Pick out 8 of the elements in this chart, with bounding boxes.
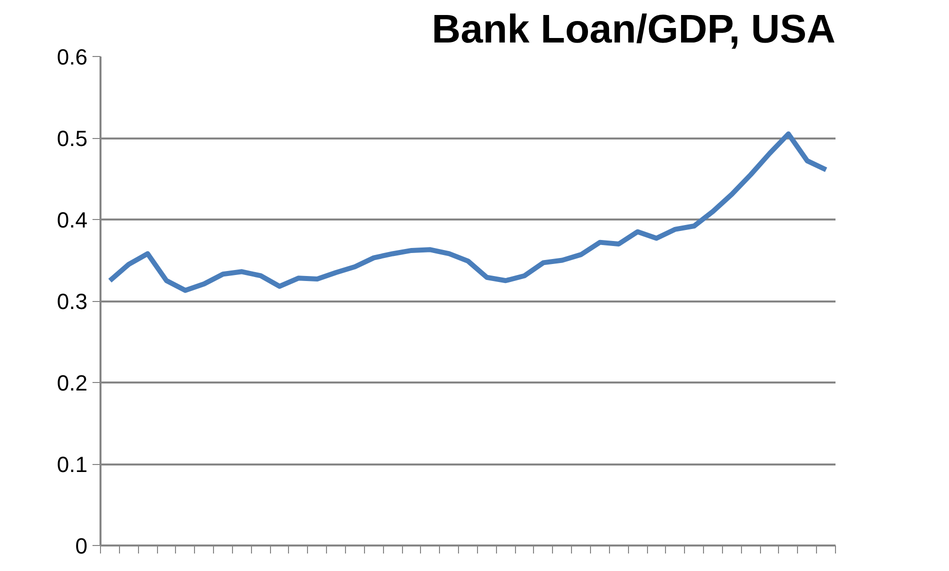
y-tick-label: 0.2 [56, 370, 88, 396]
y-tick-label: 0.3 [56, 289, 88, 314]
y-tick-label: 0.1 [56, 452, 88, 477]
chart-title: Bank Loan/GDP, USA [432, 8, 836, 52]
y-tick-label: 0.4 [56, 208, 88, 232]
y-tick-label: 0.6 [56, 44, 88, 70]
y-tick-label: 0.5 [56, 126, 88, 151]
y-tick-label: 0 [75, 534, 88, 558]
